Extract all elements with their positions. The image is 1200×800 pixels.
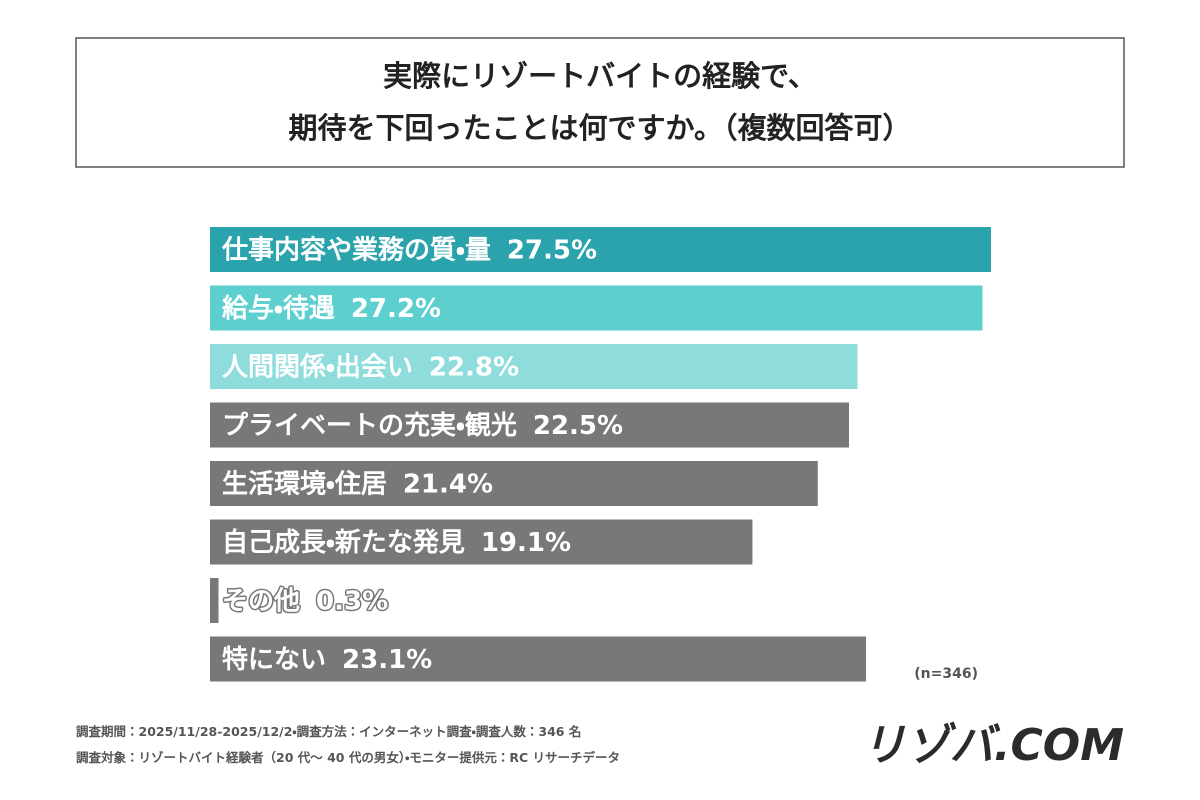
sample-size: (n=346)	[914, 666, 978, 682]
value-label: 27.2%	[351, 294, 441, 324]
bar	[210, 344, 858, 389]
logo: リゾバ.COM	[862, 720, 1124, 771]
bar	[210, 285, 983, 331]
bars: 仕事内容や業務の質・量 27.5% 給与・待遇 27.2% 人間関係・出会い 22.8% プ…	[210, 227, 991, 682]
value-label: 22.8%	[429, 352, 519, 382]
category-label: 人間関係・出会い	[221, 352, 413, 382]
bar-label: 自己成長・新たな発見 19.1%	[222, 527, 571, 558]
bar-label: 特にない 23.1%	[222, 644, 432, 675]
bar	[210, 519, 753, 565]
category-label: 特にない	[222, 644, 326, 675]
title-box	[75, 37, 1125, 168]
chart-title: 期待を下回ったことは何ですか。（複数回答可）	[289, 111, 912, 145]
bar-label: 給与・待遇 27.2%	[221, 293, 441, 324]
footnote: 調査期間：2025/11/28-2025/12/2・調査方法：インターネット調査…	[76, 724, 581, 739]
bar-label: 生活環境・住居 21.4%	[222, 468, 493, 499]
value-label: 22.5%	[533, 411, 623, 441]
bar-label: 仕事内容や業務の質・量 27.5%	[221, 235, 597, 265]
value-label: 23.1%	[342, 645, 432, 675]
value-label: 21.4%	[403, 469, 493, 499]
value-label: 19.1%	[481, 528, 571, 558]
bar-label: 人間関係・出会い 22.8%	[221, 352, 519, 382]
bar	[210, 402, 849, 448]
category-label: その他	[222, 586, 300, 616]
category-label: 自己成長・新たな発見	[222, 527, 465, 558]
bar	[210, 636, 867, 682]
category-label: 生活環境・住居	[222, 468, 387, 499]
chart-title: 実際にリゾートバイトの経験で、	[383, 59, 817, 93]
value-label: 27.5%	[507, 235, 597, 265]
bar-label: プライベートの充実・観光 22.5%	[222, 411, 623, 441]
bar	[210, 578, 219, 623]
value-label: 0.3%	[316, 586, 388, 616]
footnote: 調査対象：リゾートバイト経験者（20 代〜 40 代の男女）・モニター提供元：R…	[76, 750, 620, 765]
bar	[210, 461, 818, 506]
bar-label: その他 0.3%	[222, 586, 388, 616]
category-label: プライベートの充実・観光	[222, 411, 517, 441]
category-label: 給与・待遇	[221, 293, 335, 324]
category-label: 仕事内容や業務の質・量	[221, 235, 491, 265]
bar	[210, 227, 991, 272]
